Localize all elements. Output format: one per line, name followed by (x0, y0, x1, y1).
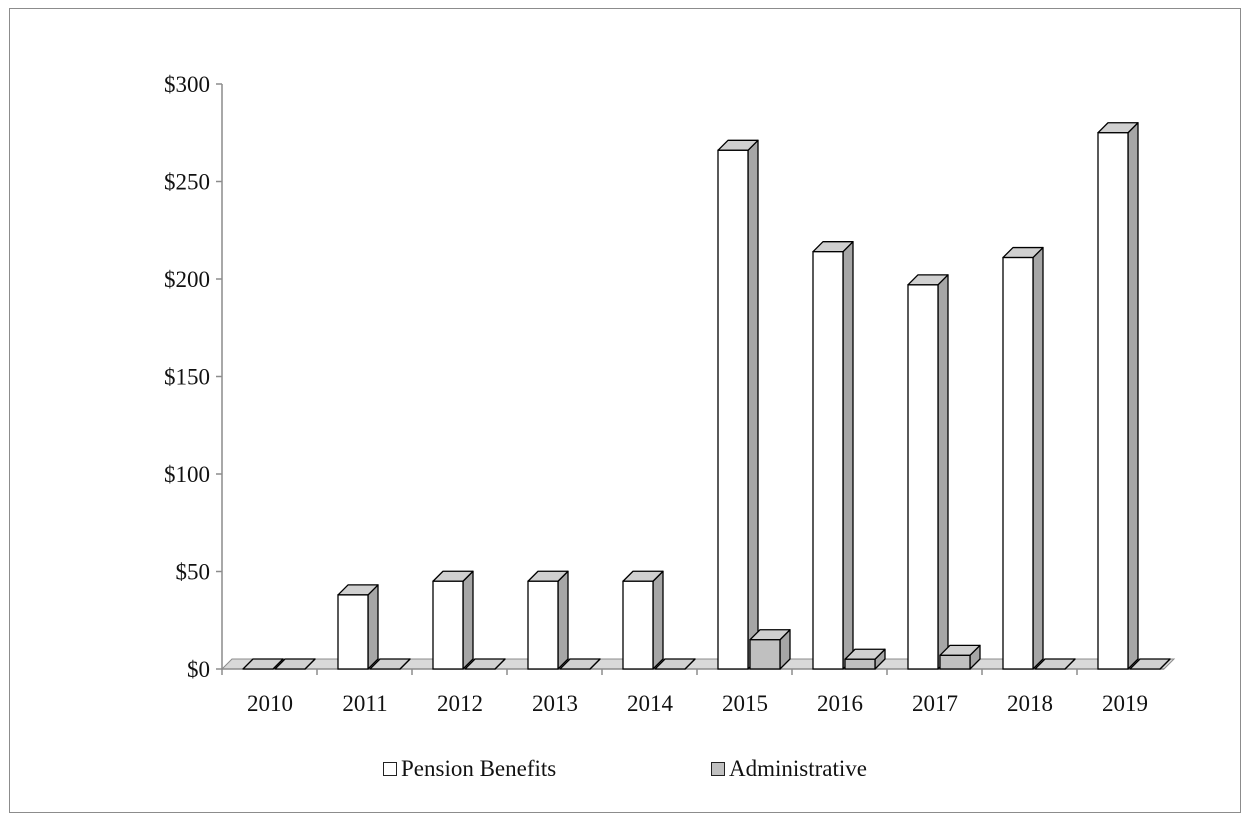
chart-legend: Pension Benefits Administrative (0, 752, 1244, 792)
bar-pension-benefits (1097, 122, 1139, 670)
x-tick-label: 2012 (437, 691, 483, 716)
x-axis-tick-labels: 2010 2011 2012 2013 2014 2015 2016 2017 2018 2019 (247, 691, 1148, 716)
x-tick-label: 2013 (532, 691, 578, 716)
x-tick-label: 2018 (1007, 691, 1053, 716)
bar-administrative (1034, 658, 1076, 670)
bar-administrative (654, 658, 696, 670)
y-axis-tick-labels: $0 $50 $100 $150 $200 $250 $300 (164, 72, 210, 682)
bar-pension-benefits (242, 658, 284, 670)
bar-pension-benefits (1002, 246, 1044, 670)
bar-administrative (274, 658, 316, 670)
chart-bars (242, 122, 1171, 670)
bar-pension-benefits (622, 570, 664, 670)
y-tick-label: $150 (164, 365, 210, 390)
bar-pension-benefits (907, 274, 949, 670)
bar-administrative (1129, 658, 1171, 670)
legend-swatch-administrative (711, 762, 725, 776)
legend-item-pension: Pension Benefits (383, 756, 556, 782)
y-tick-label: $250 (164, 170, 210, 195)
y-tick-label: $200 (164, 267, 210, 292)
x-tick-label: 2010 (247, 691, 293, 716)
bar-pension-benefits (337, 584, 379, 670)
x-tick-label: 2015 (722, 691, 768, 716)
legend-swatch-pension (383, 762, 397, 776)
bar-administrative (939, 644, 981, 670)
y-tick-label: $50 (176, 560, 211, 585)
bar-pension-benefits (717, 139, 759, 670)
legend-item-administrative: Administrative (711, 756, 867, 782)
bar-administrative (749, 629, 791, 670)
bar-administrative (464, 658, 506, 670)
bar-administrative (369, 658, 411, 670)
y-tick-label: $0 (187, 657, 210, 682)
bar-administrative (559, 658, 601, 670)
legend-label-administrative: Administrative (729, 756, 867, 781)
x-tick-label: 2014 (627, 691, 674, 716)
bar-pension-benefits (432, 570, 474, 670)
x-tick-label: 2016 (817, 691, 863, 716)
legend-label-pension: Pension Benefits (401, 756, 557, 781)
x-tick-label: 2019 (1102, 691, 1148, 716)
bar-pension-benefits (527, 570, 569, 670)
y-tick-label: $300 (164, 72, 210, 97)
x-tick-label: 2017 (912, 691, 958, 716)
y-tick-label: $100 (164, 462, 210, 487)
bar-administrative (844, 648, 886, 670)
x-tick-label: 2011 (342, 691, 387, 716)
bar-pension-benefits (812, 241, 854, 670)
